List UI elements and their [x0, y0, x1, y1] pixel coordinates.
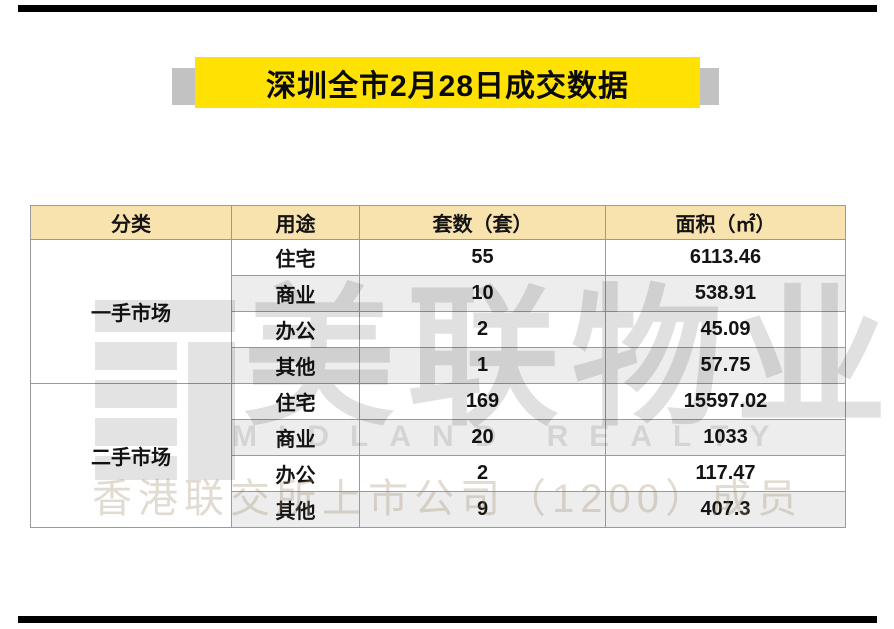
usage-cell: 住宅: [231, 239, 360, 276]
units-cell: 55: [359, 239, 606, 276]
table-row: 商业 10 538.91: [31, 275, 846, 312]
area-cell: 1033: [605, 419, 846, 456]
units-cell: 2: [359, 455, 606, 492]
units-cell: 9: [359, 491, 606, 528]
table-row: 其他 1 57.75: [31, 347, 846, 384]
units-cell: 2: [359, 311, 606, 348]
usage-cell: 办公: [231, 311, 360, 348]
usage-cell: 商业: [231, 419, 360, 456]
table-row: 其他 9 407.3: [31, 491, 846, 528]
bottom-rule: [18, 616, 877, 623]
title-banner: 深圳全市2月28日成交数据: [195, 57, 700, 108]
units-cell: 169: [359, 383, 606, 420]
category-cell-first-hand: 一手市场: [30, 239, 232, 384]
header-units: 套数（套）: [359, 205, 606, 240]
usage-cell: 其他: [231, 347, 360, 384]
usage-cell: 其他: [231, 491, 360, 528]
usage-cell: 商业: [231, 275, 360, 312]
header-usage: 用途: [231, 205, 360, 240]
units-cell: 10: [359, 275, 606, 312]
header-row: 分类 用途 套数（套） 面积（㎡）: [30, 205, 846, 240]
area-cell: 6113.46: [605, 239, 846, 276]
area-cell: 538.91: [605, 275, 846, 312]
header-category: 分类: [30, 205, 232, 240]
area-cell: 117.47: [605, 455, 846, 492]
area-cell: 45.09: [605, 311, 846, 348]
header-area: 面积（㎡）: [605, 205, 846, 240]
page-title: 深圳全市2月28日成交数据: [265, 69, 630, 103]
top-rule: [18, 5, 877, 12]
area-cell: 15597.02: [605, 383, 846, 420]
category-cell-second-hand: 二手市场: [30, 383, 232, 528]
table-row: 二手市场 住宅 169 15597.02: [30, 383, 846, 528]
table-row: 一手市场 住宅 55 6113.46: [30, 239, 846, 384]
units-cell: 1: [359, 347, 606, 384]
area-cell: 407.3: [605, 491, 846, 528]
table-row: 办公 2 117.47: [31, 455, 846, 492]
usage-cell: 办公: [231, 455, 360, 492]
transactions-table: 分类 用途 套数（套） 面积（㎡） 一手市场 住宅 55 6113.46 商业 …: [30, 205, 846, 528]
area-cell: 57.75: [605, 347, 846, 384]
units-cell: 20: [359, 419, 606, 456]
usage-cell: 住宅: [231, 383, 360, 420]
